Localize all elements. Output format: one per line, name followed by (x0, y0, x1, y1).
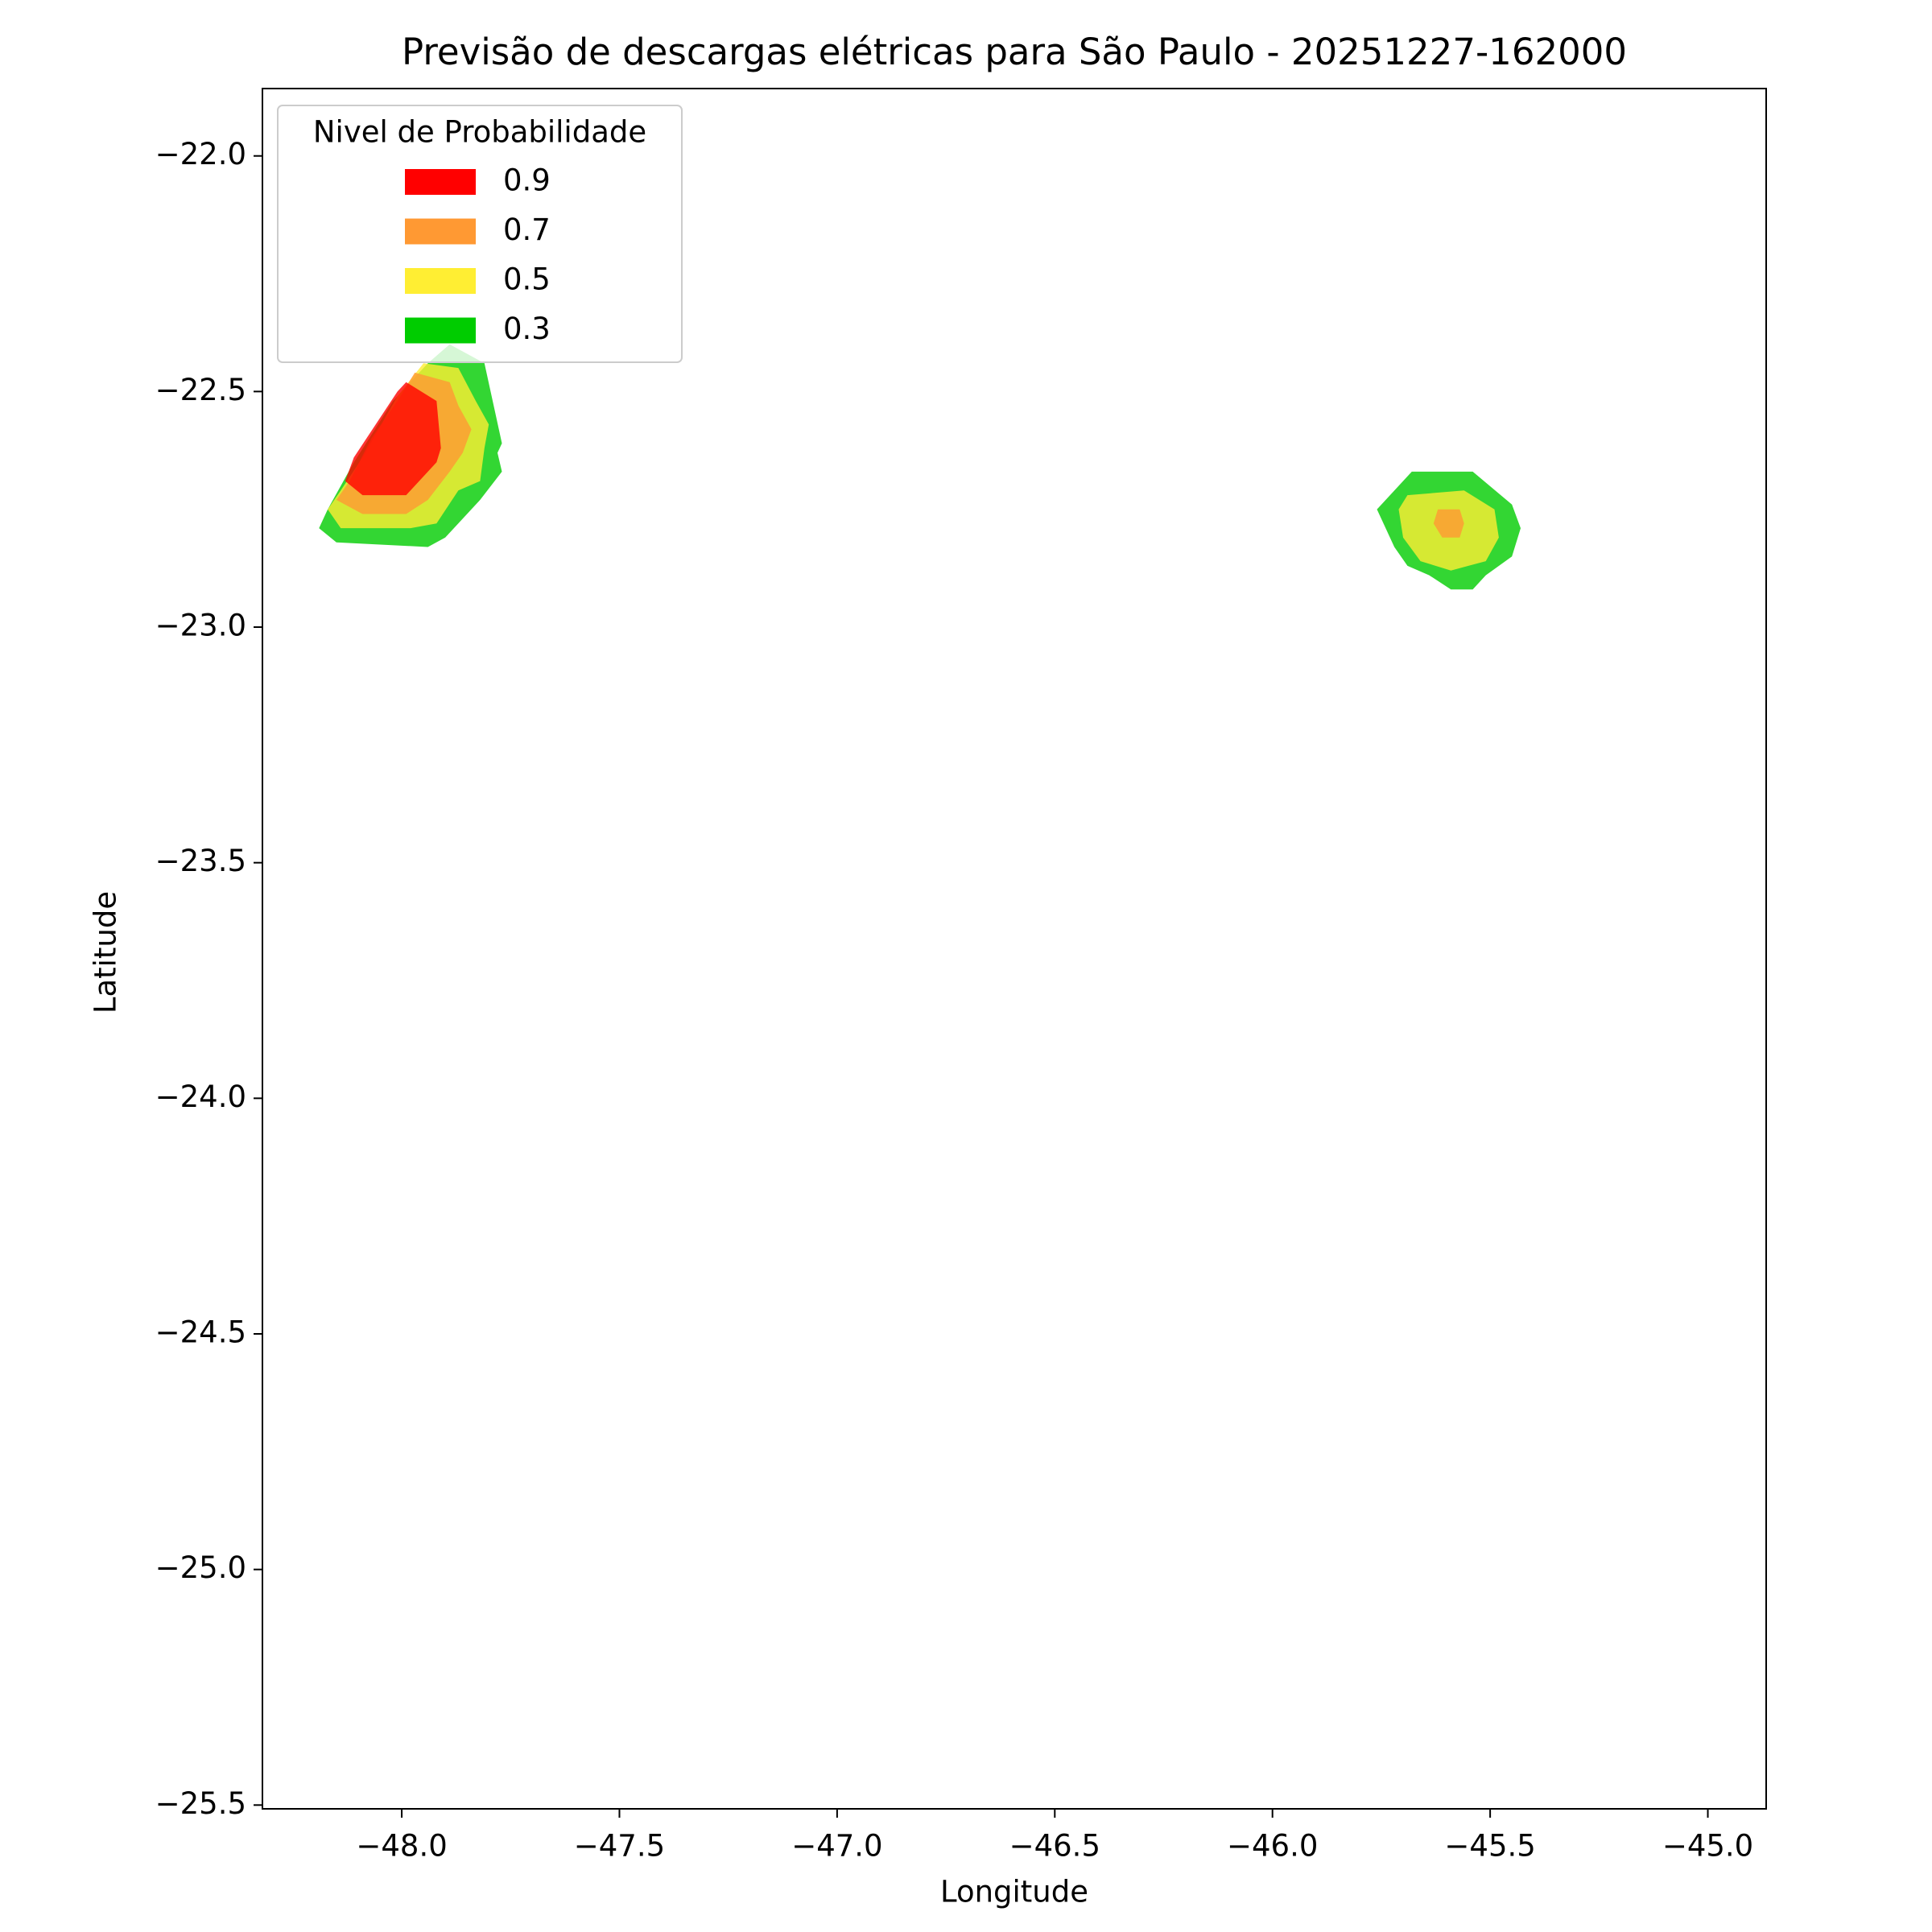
y-tick-label: −23.0 (155, 609, 246, 643)
x-tick-label: −45.0 (1662, 1829, 1753, 1864)
legend-label: 0.7 (503, 213, 551, 247)
x-tick-label: −46.0 (1227, 1829, 1318, 1864)
x-tick-label: −45.5 (1444, 1829, 1535, 1864)
y-tick-label: −22.5 (155, 373, 246, 407)
x-axis-label: Longitude (940, 1875, 1088, 1909)
legend-swatch (405, 218, 476, 245)
y-tick-label: −22.0 (155, 137, 246, 171)
y-tick-label: −25.5 (155, 1786, 246, 1821)
legend-swatch (405, 169, 476, 195)
x-tick-label: −48.0 (356, 1829, 447, 1864)
y-tick-label: −24.5 (155, 1315, 246, 1349)
legend-label: 0.3 (503, 312, 551, 346)
y-tick-label: −24.0 (155, 1080, 246, 1114)
y-axis-label: Latitude (89, 891, 123, 1013)
legend-label: 0.9 (503, 163, 551, 198)
legend: Nivel de Probabilidade 0.9 0.7 0.5 0.3 (277, 105, 683, 363)
plot-frame (262, 88, 1767, 1810)
legend-label: 0.5 (503, 262, 551, 297)
legend-box (277, 105, 683, 363)
contour-region (345, 382, 441, 496)
legend-swatch (405, 317, 476, 344)
legend-swatch (405, 268, 476, 294)
x-tick-label: −47.5 (574, 1829, 665, 1864)
y-tick-label: −25.0 (155, 1550, 246, 1585)
legend-title: Nivel de Probabilidade (313, 115, 646, 150)
x-tick-label: −47.0 (791, 1829, 882, 1864)
contour-region (1433, 509, 1464, 538)
chart-title: Previsão de descargas elétricas para São… (402, 31, 1627, 73)
x-tick-label: −46.5 (1009, 1829, 1100, 1864)
y-tick-label: −23.5 (155, 844, 246, 878)
